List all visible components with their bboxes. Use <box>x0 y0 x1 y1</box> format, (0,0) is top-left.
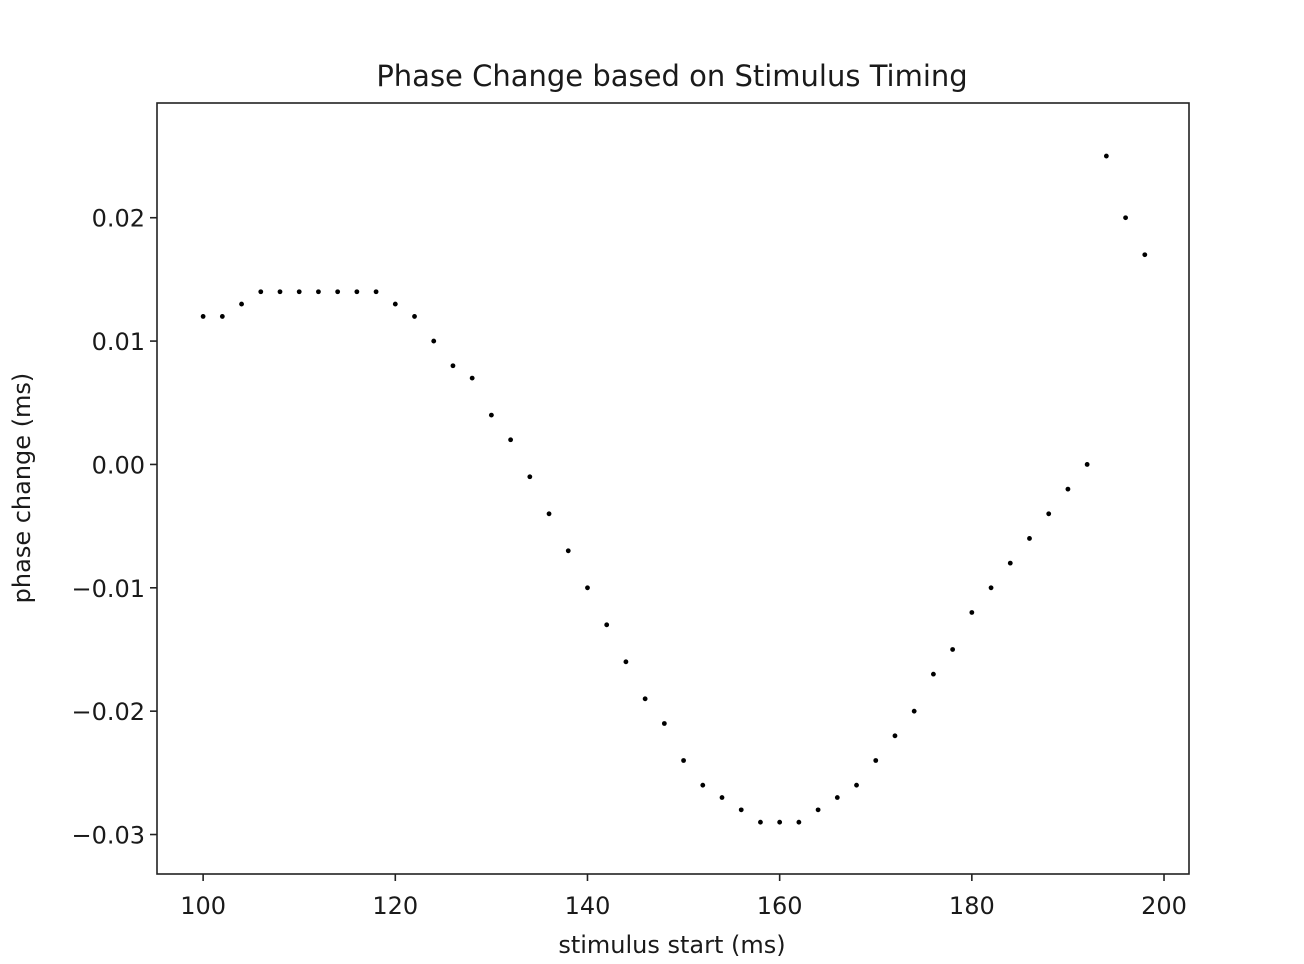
y-tick-label: −0.03 <box>71 822 145 850</box>
data-point <box>854 782 859 788</box>
data-point <box>200 314 206 319</box>
y-tick-label: −0.01 <box>71 575 145 603</box>
data-point <box>1046 511 1052 517</box>
data-point <box>834 795 840 800</box>
data-point <box>815 807 821 813</box>
data-point <box>431 338 437 344</box>
data-point <box>661 721 667 726</box>
data-point <box>796 819 802 825</box>
data-point <box>488 412 494 418</box>
data-points <box>200 153 1148 825</box>
data-point <box>469 375 475 381</box>
data-point <box>604 622 610 628</box>
data-point <box>1142 252 1148 258</box>
data-point <box>277 289 283 295</box>
data-point <box>911 708 917 714</box>
x-tick-label: 160 <box>757 892 803 920</box>
data-point <box>1007 560 1013 566</box>
data-point <box>988 585 994 591</box>
y-axis: 0.02 0.01 0.00 −0.01 −0.02 −0.03 <box>71 205 157 850</box>
data-point <box>335 289 341 295</box>
data-point <box>1103 153 1109 159</box>
x-tick-label: 120 <box>372 892 418 920</box>
data-point <box>354 289 360 295</box>
x-tick-label: 200 <box>1141 892 1187 920</box>
y-tick-label: 0.01 <box>92 328 145 356</box>
data-point <box>738 807 744 813</box>
data-point <box>950 647 956 652</box>
data-point <box>508 437 514 443</box>
data-point <box>892 733 898 739</box>
x-axis-label: stimulus start (ms) <box>558 931 785 959</box>
data-point <box>258 289 264 295</box>
data-point <box>700 782 706 788</box>
data-point <box>296 289 302 295</box>
data-point <box>1065 486 1071 492</box>
data-point <box>565 548 571 554</box>
chart-title: Phase Change based on Stimulus Timing <box>376 59 967 93</box>
data-point <box>585 585 590 591</box>
data-point <box>931 671 936 677</box>
data-point <box>777 819 783 825</box>
y-axis-label: phase change (ms) <box>8 373 36 604</box>
data-point <box>873 758 879 763</box>
data-point <box>527 474 533 480</box>
plot-frame <box>156 102 1190 875</box>
data-point <box>1027 536 1032 541</box>
data-point <box>758 819 763 825</box>
data-point <box>450 363 456 369</box>
y-tick-label: 0.00 <box>92 451 145 479</box>
x-tick-label: 140 <box>565 892 611 920</box>
data-point <box>546 511 552 517</box>
data-point <box>219 314 225 319</box>
data-point <box>969 610 975 615</box>
data-point <box>392 301 398 307</box>
y-tick-label: −0.02 <box>71 698 145 726</box>
data-point <box>623 659 629 665</box>
data-point <box>1084 462 1090 467</box>
data-point <box>373 289 379 295</box>
data-point <box>316 289 321 295</box>
data-point <box>412 314 417 319</box>
data-point <box>719 795 725 800</box>
x-tick-label: 100 <box>180 892 226 920</box>
x-axis: 100 120 140 160 180 200 <box>180 874 1187 920</box>
x-tick-label: 180 <box>949 892 995 920</box>
data-point <box>1123 215 1128 221</box>
data-point <box>642 696 648 702</box>
data-point <box>239 301 244 307</box>
y-tick-label: 0.02 <box>92 205 145 233</box>
data-point <box>681 758 686 763</box>
